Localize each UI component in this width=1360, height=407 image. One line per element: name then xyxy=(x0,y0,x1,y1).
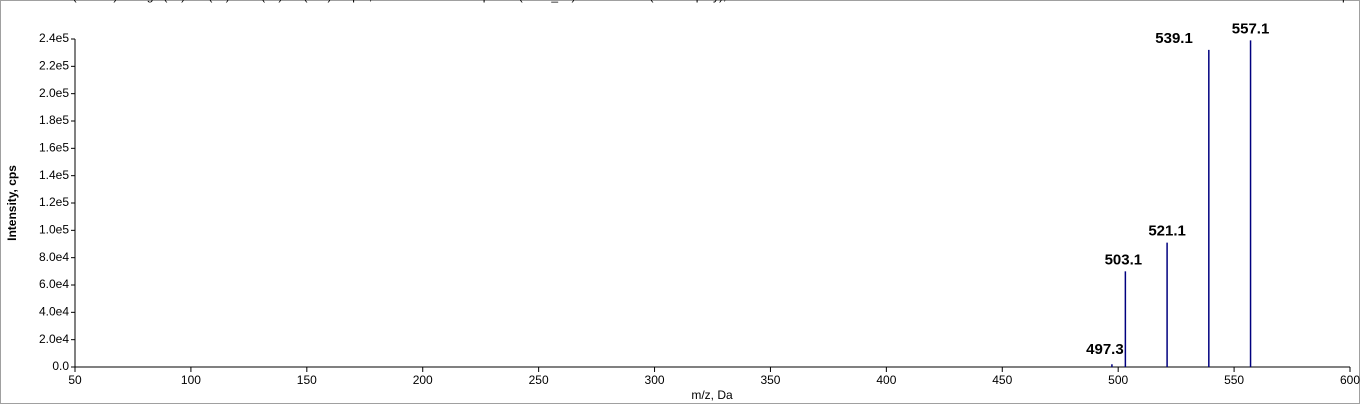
x-tick-label: 450 xyxy=(992,373,1012,387)
x-tick-label: 250 xyxy=(529,373,549,387)
y-tick-label: 2.2e5 xyxy=(39,59,69,73)
y-tick-label: 2.4e5 xyxy=(39,31,69,45)
y-tick-label: 1.4e5 xyxy=(39,168,69,182)
chart-title: EPI (539.00) Charge (+0) CE (40) CES (15… xyxy=(50,0,788,3)
y-tick-label: 6.0e4 xyxy=(39,277,69,291)
x-tick-label: 200 xyxy=(413,373,433,387)
peak-label: 521.1 xyxy=(1148,223,1186,240)
y-tick-label: 8.0e4 xyxy=(39,250,69,264)
x-tick-label: 550 xyxy=(1224,373,1244,387)
x-tick-label: 150 xyxy=(297,373,317,387)
x-tick-label: 400 xyxy=(876,373,896,387)
y-tick-label: 2.0e4 xyxy=(39,332,69,346)
x-tick-label: 350 xyxy=(760,373,780,387)
x-tick-label: 600 xyxy=(1340,373,1360,387)
y-tick-label: 1.0e5 xyxy=(39,223,69,237)
x-tick-label: 50 xyxy=(68,373,82,387)
y-tick-label: 2.0e5 xyxy=(39,86,69,100)
x-tick-label: 300 xyxy=(645,373,665,387)
y-tick-label: 1.2e5 xyxy=(39,195,69,209)
peak-label: 539.1 xyxy=(1155,30,1193,47)
y-tick-label: 1.8e5 xyxy=(39,113,69,127)
y-tick-label: 1.6e5 xyxy=(39,141,69,155)
x-tick-label: 500 xyxy=(1108,373,1128,387)
x-tick-label: 100 xyxy=(181,373,201,387)
peak-label: 557.1 xyxy=(1232,20,1270,37)
y-tick-label: 0.0 xyxy=(52,359,69,373)
x-axis-label: m/z, Da xyxy=(691,388,733,402)
chart-subtitle: Max. 2.4e5 cps. xyxy=(1273,0,1358,3)
y-axis-label: Intensity, cps xyxy=(5,165,19,241)
peak-label: 497.3 xyxy=(1086,341,1124,358)
y-tick-label: 4.0e4 xyxy=(39,305,69,319)
peak-label: 503.1 xyxy=(1105,251,1143,268)
